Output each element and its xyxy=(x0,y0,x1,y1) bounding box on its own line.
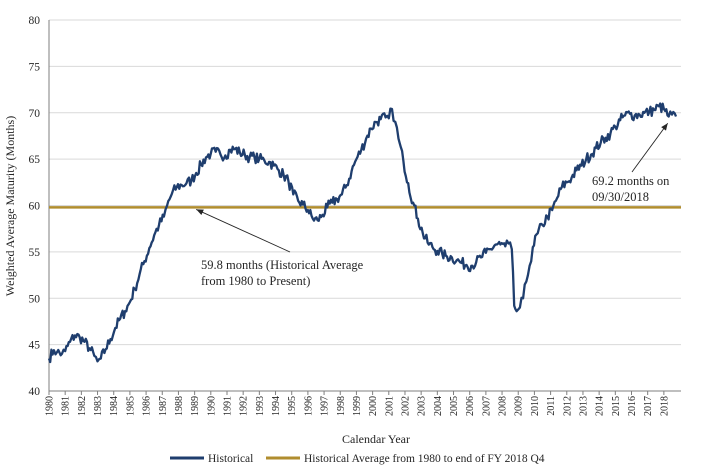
y-axis-title: Weighted Average Maturity (Months) xyxy=(3,116,17,296)
annotation-text-line-2: from 1980 to Present) xyxy=(201,274,310,288)
x-tick-label: 1987 xyxy=(158,396,169,416)
legend: Historical Historical Average from 1980 … xyxy=(170,453,545,465)
y-tick-label: 65 xyxy=(29,154,41,166)
legend-label-historical: Historical xyxy=(208,453,253,465)
annotation-arrowhead-historical-average xyxy=(196,209,204,216)
y-tick-label: 60 xyxy=(29,201,41,213)
annotation-arrow-historical-average xyxy=(196,209,291,253)
y-tick-label: 45 xyxy=(29,340,41,352)
y-tick-label: 80 xyxy=(29,15,41,27)
x-tick-label: 1993 xyxy=(255,396,266,416)
x-tick-label: 1981 xyxy=(61,396,72,416)
annotation-historical-average: 59.8 months (Historical Average from 198… xyxy=(196,209,364,288)
x-tick-label: 2004 xyxy=(433,396,444,416)
x-tick-label: 2002 xyxy=(400,396,411,416)
x-tick-label: 1991 xyxy=(222,396,233,416)
x-tick-label: 2014 xyxy=(595,396,606,416)
x-tick-label: 1996 xyxy=(303,396,314,416)
x-tick-label: 1999 xyxy=(352,396,363,416)
x-tick-label: 2007 xyxy=(481,396,492,416)
x-tick-label: 1989 xyxy=(190,396,201,416)
x-tick-label: 2009 xyxy=(514,396,525,416)
x-tick-label: 2016 xyxy=(627,396,638,416)
annotation-latest-value: 69.2 months on 09/30/2018 xyxy=(592,122,670,204)
y-tick-labels: 40 45 50 55 60 65 70 75 80 xyxy=(29,15,41,398)
y-tick-label: 55 xyxy=(29,247,41,259)
x-tick-label: 2015 xyxy=(611,396,622,416)
x-tick-label: 2006 xyxy=(465,396,476,416)
x-tick-label: 1982 xyxy=(77,396,88,416)
y-grid xyxy=(49,19,681,346)
x-tick-label: 1988 xyxy=(174,396,185,416)
y-tick-label: 70 xyxy=(29,108,41,120)
annotation-latest-line-1: 69.2 months on xyxy=(592,174,670,188)
x-tick-label: 2003 xyxy=(417,396,428,416)
annotation-latest-line-2: 09/30/2018 xyxy=(592,190,649,204)
x-tick-label: 2017 xyxy=(643,396,654,416)
axes xyxy=(48,20,681,392)
x-tick-label: 2012 xyxy=(562,396,573,416)
x-tick-label: 1985 xyxy=(125,396,136,416)
x-tick-label: 1983 xyxy=(93,396,104,416)
y-tick-label: 40 xyxy=(29,386,41,398)
x-tick-label: 1990 xyxy=(206,396,217,416)
x-tick-label: 1998 xyxy=(336,396,347,416)
x-tick-label: 2001 xyxy=(384,396,395,416)
series-line-historical xyxy=(47,102,678,364)
x-tick-label: 1980 xyxy=(45,396,56,416)
x-tick-label: 2013 xyxy=(578,396,589,416)
x-tick-label: 1986 xyxy=(142,396,153,416)
y-tick-label: 50 xyxy=(29,293,41,305)
series-layer xyxy=(47,102,681,364)
x-tick-label: 2008 xyxy=(498,396,509,416)
legend-label-historical-average: Historical Average from 1980 to end of F… xyxy=(304,453,545,465)
x-tick-label: 2010 xyxy=(530,396,541,416)
x-tick-label: 1992 xyxy=(239,396,250,416)
x-tick-label: 1995 xyxy=(287,396,298,416)
x-tick-label: 1984 xyxy=(109,396,120,416)
x-tick-labels: 1980 1981 1982 1983 1984 1985 1986 1987 1988 1989… xyxy=(45,391,670,416)
x-tick-label: 2000 xyxy=(368,396,379,416)
x-tick-label: 2005 xyxy=(449,396,460,416)
x-tick-label: 2011 xyxy=(546,396,557,416)
x-tick-label: 1994 xyxy=(271,396,282,416)
annotation-arrow-latest-value xyxy=(631,122,669,173)
y-tick-label: 75 xyxy=(29,61,41,73)
annotation-text-line-1: 59.8 months (Historical Average xyxy=(201,258,364,272)
x-tick-label: 2018 xyxy=(659,396,670,416)
x-axis-title: Calendar Year xyxy=(342,432,410,446)
annotation-arrowhead-latest-value xyxy=(661,123,668,131)
x-tick-label: 1997 xyxy=(320,396,331,416)
